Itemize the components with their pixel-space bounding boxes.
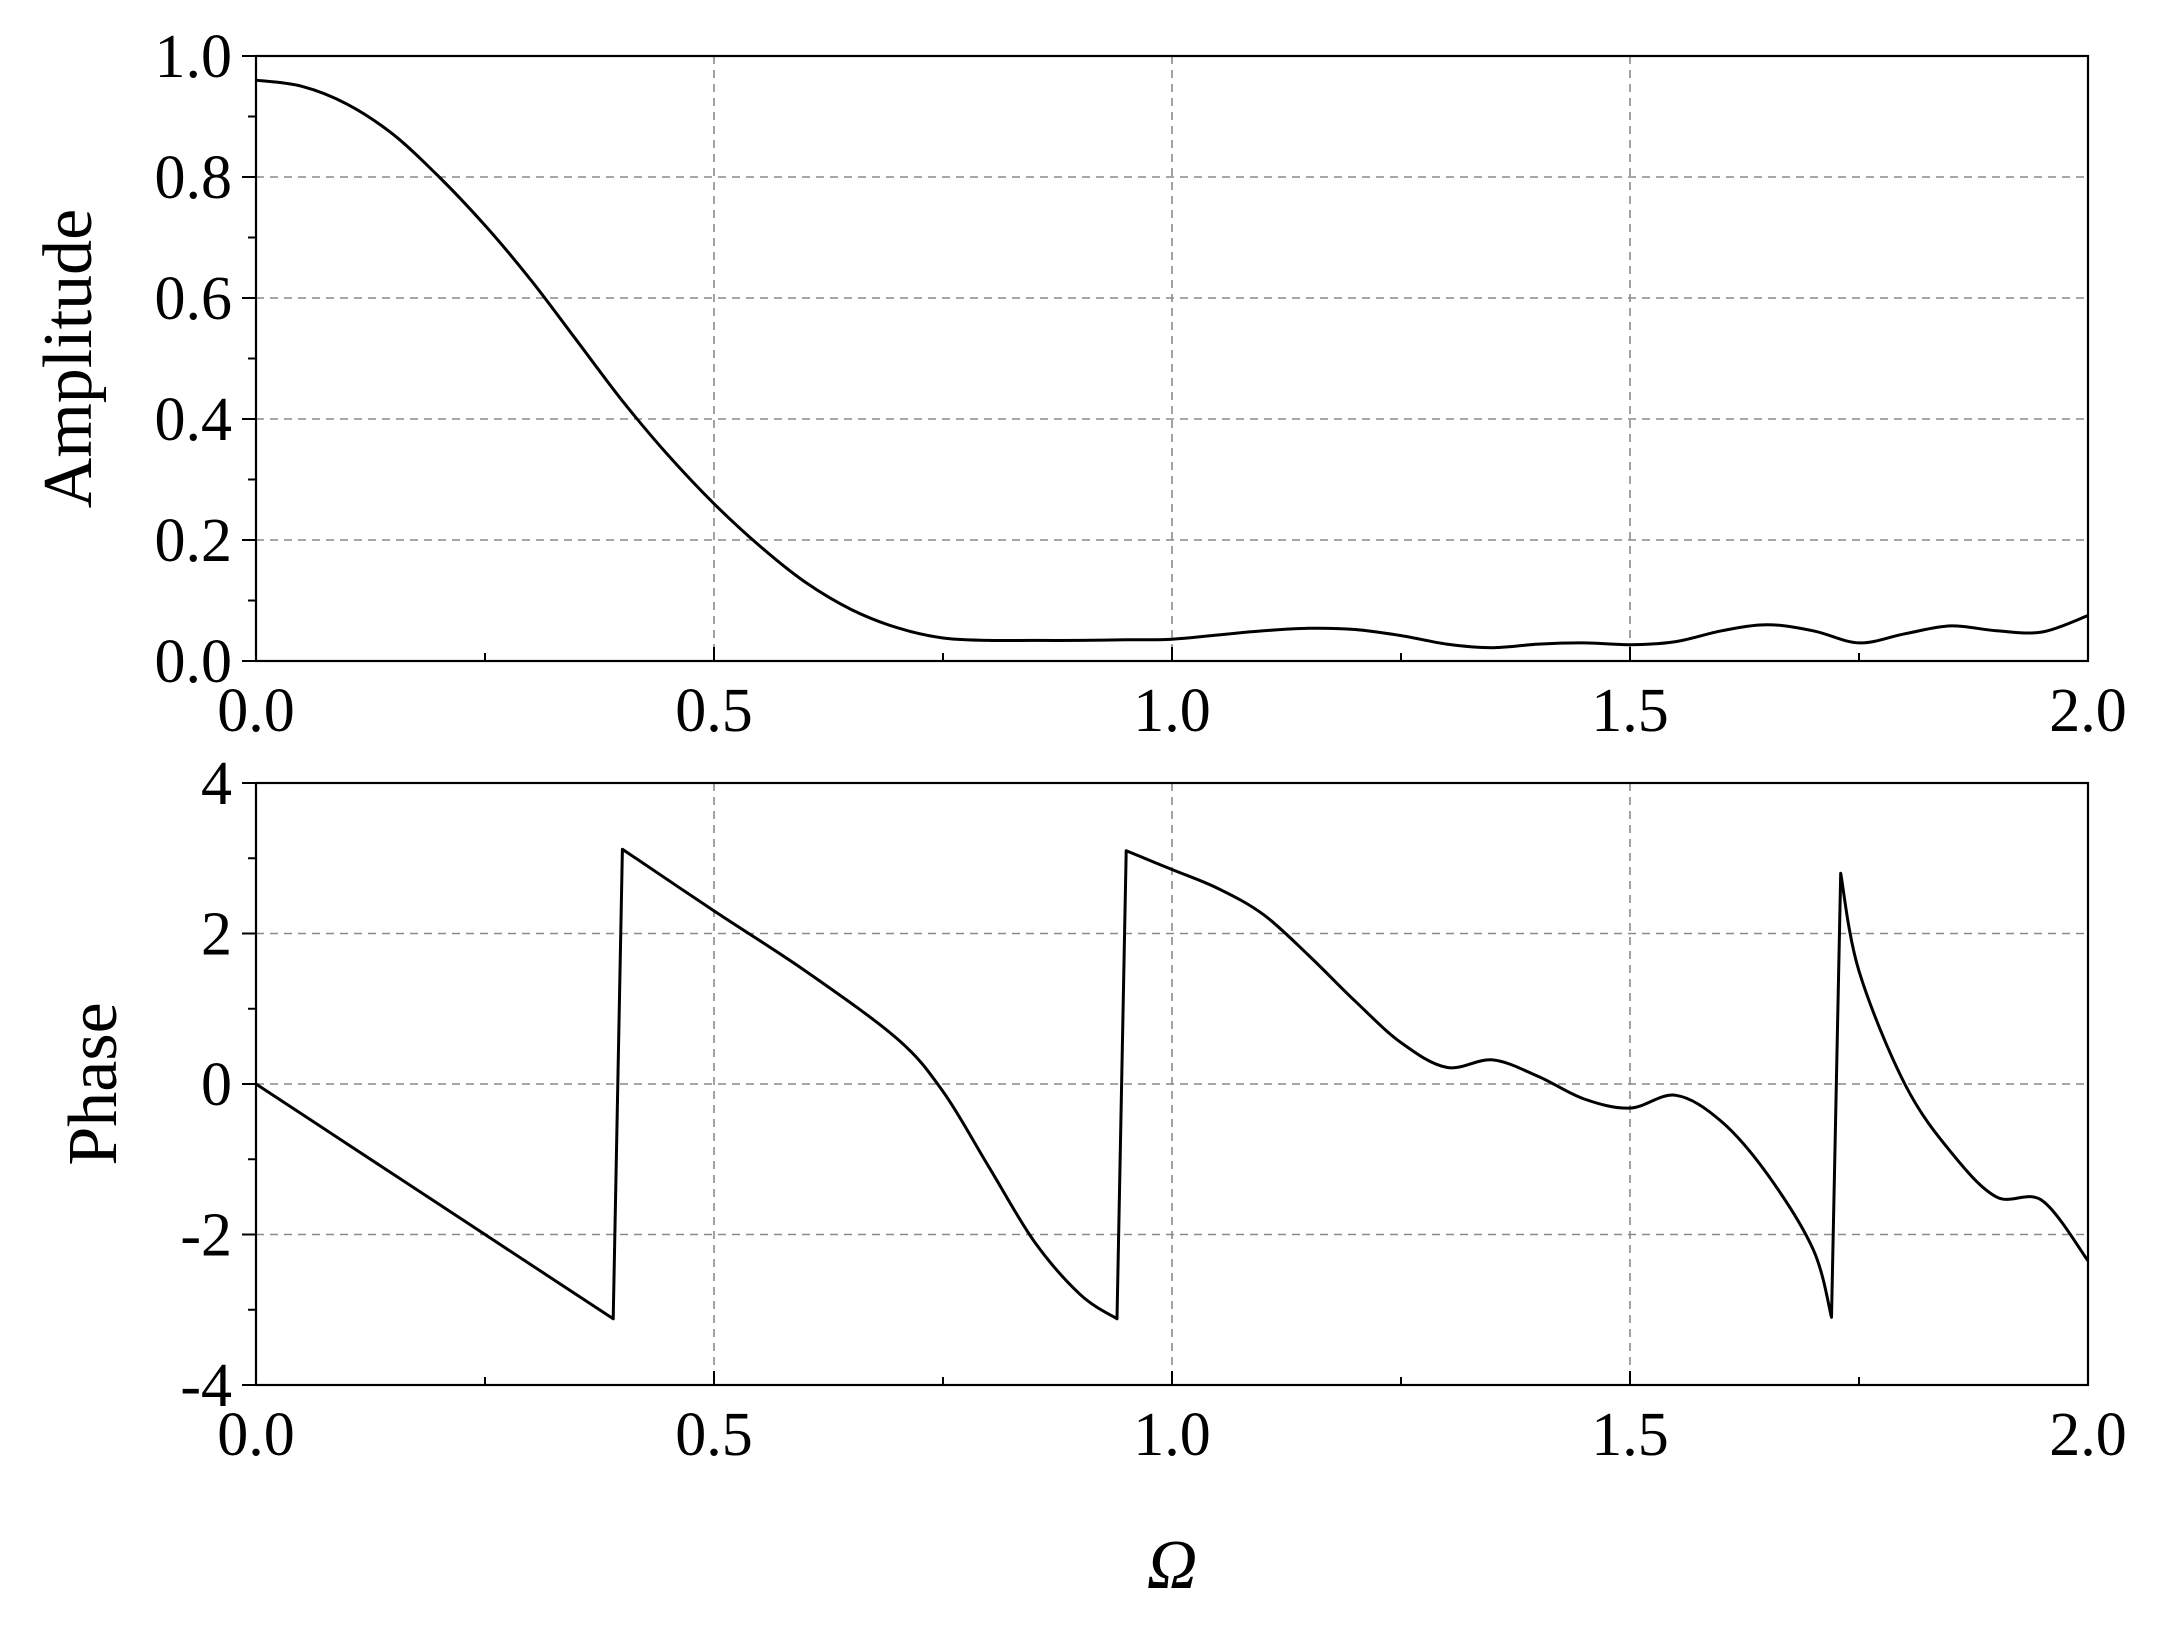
amplitude-panel: 0.0 0.5 1.0 1.5 2.00.00.20.40.60.81.0Amplitu…: [30, 23, 2127, 745]
amplitude-ytick-label-2: 0.4: [155, 386, 233, 454]
phase-xlabel: Ω: [1147, 1527, 1198, 1604]
amplitude-ytick-label-3: 0.6: [155, 265, 233, 333]
phase-xtick-label-4: 2.0: [2049, 1401, 2127, 1469]
phase-ytick-label-2: 0: [201, 1051, 232, 1119]
amplitude-xtick-label-3: 1.5: [1591, 677, 1669, 745]
phase-xtick-label-3: 1.5: [1591, 1401, 1669, 1469]
phase-ytick-label-0: -4: [180, 1352, 232, 1420]
phase-ytick-label-4: 4: [201, 750, 232, 818]
amplitude-ylabel: Amplitude: [30, 209, 107, 508]
amplitude-xtick-label-1: 0.5: [675, 677, 753, 745]
phase-xtick-label-2: 1.0: [1133, 1401, 1211, 1469]
amplitude-ytick-label-0: 0.0: [155, 628, 233, 696]
phase-ylabel: Phase: [55, 1002, 132, 1165]
phase-xtick-label-1: 0.5: [675, 1401, 753, 1469]
amplitude-ytick-label-5: 1.0: [155, 23, 233, 91]
amplitude-ytick-label-1: 0.2: [155, 507, 233, 575]
phase-ytick-label-1: -2: [180, 1202, 232, 1270]
amplitude-ytick-label-4: 0.8: [155, 144, 233, 212]
amplitude-xtick-label-4: 2.0: [2049, 677, 2127, 745]
amplitude-xtick-label-2: 1.0: [1133, 677, 1211, 745]
phase-ytick-label-3: 2: [201, 901, 232, 969]
